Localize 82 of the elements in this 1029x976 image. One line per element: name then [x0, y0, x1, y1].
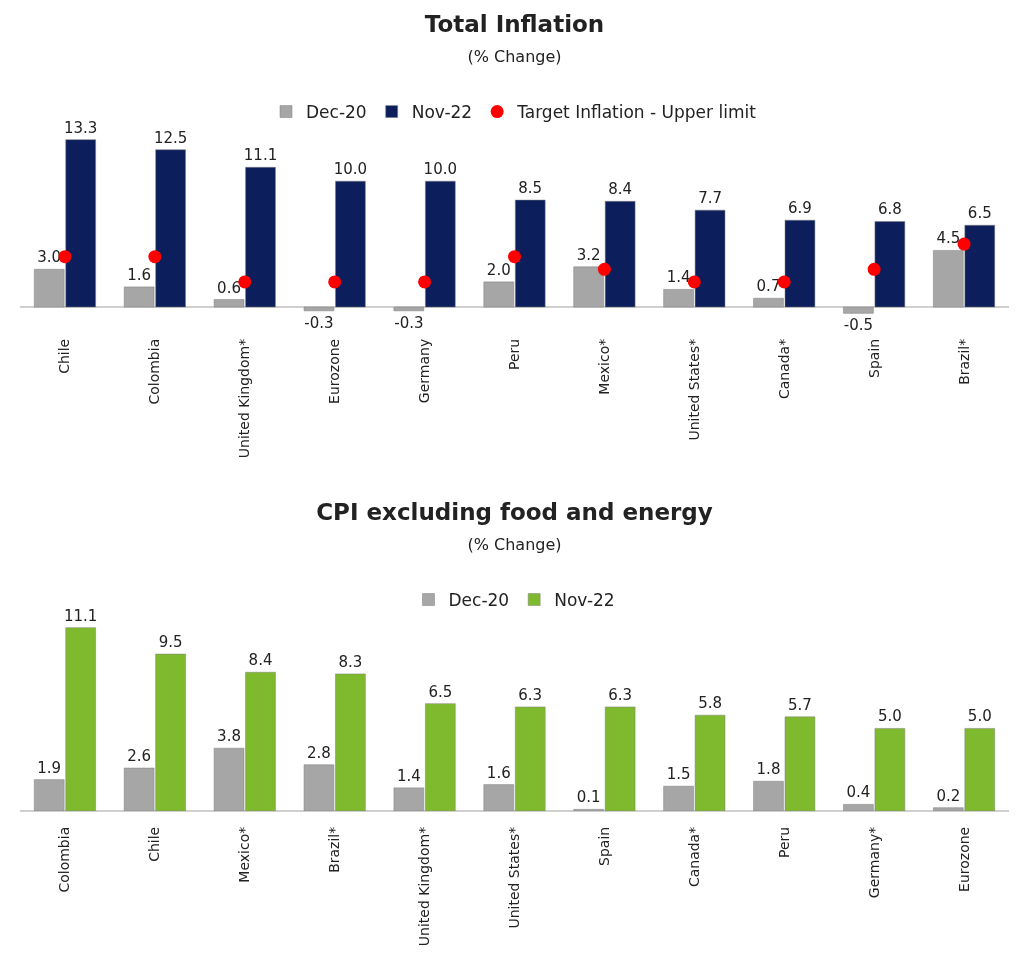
x-tick-label: Spain: [865, 338, 882, 378]
data-label: 11.1: [243, 146, 278, 165]
point: [597, 262, 611, 276]
x-tick-label: Brazil*: [326, 826, 343, 873]
point: [418, 275, 432, 289]
point: [957, 237, 971, 251]
data-label: 8.4: [608, 180, 633, 199]
x-tick-label: Mexico*: [595, 338, 612, 395]
point: [508, 250, 521, 264]
legend-label: Target Inflation - Upper limit: [516, 102, 757, 123]
data-label: 4.5: [936, 229, 961, 248]
data-label: 1.5: [666, 765, 691, 784]
x-tick-label: Peru: [506, 338, 523, 370]
data-label: 3.8: [217, 727, 241, 746]
data-label: 6.5: [428, 682, 453, 701]
data-label: 6.9: [788, 199, 812, 218]
chart-title: CPI excluding food and energy: [316, 498, 713, 525]
data-label: 6.3: [518, 685, 543, 704]
data-label: 8.5: [518, 179, 543, 198]
point: [867, 262, 881, 276]
data-label: 1.8: [756, 760, 781, 779]
point: [328, 275, 342, 289]
data-label: 5.8: [698, 694, 722, 713]
x-tick-label: United Kingdom*: [416, 826, 433, 947]
data-label: 8.4: [248, 651, 273, 670]
data-label: 0.1: [576, 788, 601, 807]
x-tick-label: Colombia: [56, 826, 73, 893]
x-tick-label: Germany: [416, 338, 433, 404]
legend-label: Dec-20: [306, 102, 367, 123]
data-label: 1.6: [127, 265, 152, 284]
data-label: 11.1: [63, 606, 98, 625]
data-label: 0.4: [846, 783, 871, 802]
data-label: 5.0: [967, 707, 992, 726]
chart-title: Total Inflation: [424, 10, 605, 37]
x-tick-label: Mexico*: [236, 826, 253, 883]
x-tick-label: Spain: [595, 826, 612, 866]
data-label: 1.4: [666, 268, 691, 287]
data-label: 2.0: [486, 260, 511, 279]
legend-label: Dec-20: [448, 590, 510, 611]
data-label: 0.2: [936, 786, 961, 805]
data-label: 7.7: [698, 189, 722, 208]
data-label: 8.3: [338, 652, 363, 671]
data-label: 0.7: [756, 277, 781, 296]
data-label: 10.0: [333, 160, 368, 179]
x-tick-label: United States*: [685, 338, 702, 441]
x-tick-label: Canada*: [775, 338, 792, 400]
x-tick-label: Canada*: [685, 826, 702, 888]
data-label: -0.3: [304, 313, 334, 332]
x-tick-label: Eurozone: [326, 338, 343, 404]
chart-subtitle: (% Change): [467, 534, 562, 554]
data-label: 10.0: [423, 160, 458, 179]
x-tick-label: Eurozone: [955, 826, 972, 892]
x-tick-label: United States*: [506, 826, 523, 929]
point: [148, 250, 162, 264]
data-label: 9.5: [158, 633, 183, 652]
data-label: 1.4: [396, 766, 421, 785]
data-label: 6.8: [877, 200, 902, 219]
data-label: 5.0: [877, 707, 902, 726]
x-tick-label: Chile: [56, 338, 73, 374]
data-label: 1.6: [486, 763, 511, 782]
data-label: 12.5: [153, 128, 188, 147]
data-label: 6.3: [608, 685, 633, 704]
point: [238, 275, 252, 289]
data-label: -0.5: [843, 316, 874, 335]
x-tick-label: Germany*: [865, 826, 882, 899]
x-tick-label: Brazil*: [955, 338, 972, 385]
data-label: 2.6: [127, 747, 152, 766]
data-label: -0.3: [394, 313, 424, 332]
legend-label: Nov-22: [554, 590, 615, 611]
x-tick-label: United Kingdom*: [236, 338, 253, 459]
data-label: 1.9: [37, 758, 62, 777]
data-label: 13.3: [63, 118, 98, 137]
data-label: 6.5: [967, 204, 992, 223]
x-tick-label: Chile: [146, 826, 163, 862]
x-tick-label: Peru: [775, 826, 792, 858]
data-label: 3.2: [576, 245, 601, 264]
data-label: 2.8: [307, 743, 331, 762]
x-tick-label: Colombia: [146, 338, 163, 405]
data-label: 5.7: [788, 695, 812, 714]
chart-subtitle: (% Change): [467, 46, 562, 66]
legend-label: Nov-22: [411, 102, 473, 123]
data-label: 0.6: [217, 278, 241, 297]
